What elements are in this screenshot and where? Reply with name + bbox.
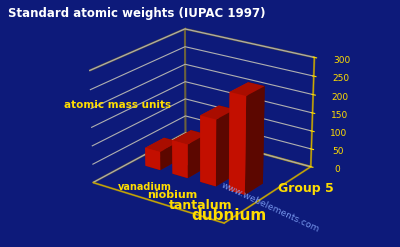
Text: www.webelements.com: www.webelements.com <box>220 181 321 234</box>
Text: Standard atomic weights (IUPAC 1997): Standard atomic weights (IUPAC 1997) <box>8 7 266 21</box>
